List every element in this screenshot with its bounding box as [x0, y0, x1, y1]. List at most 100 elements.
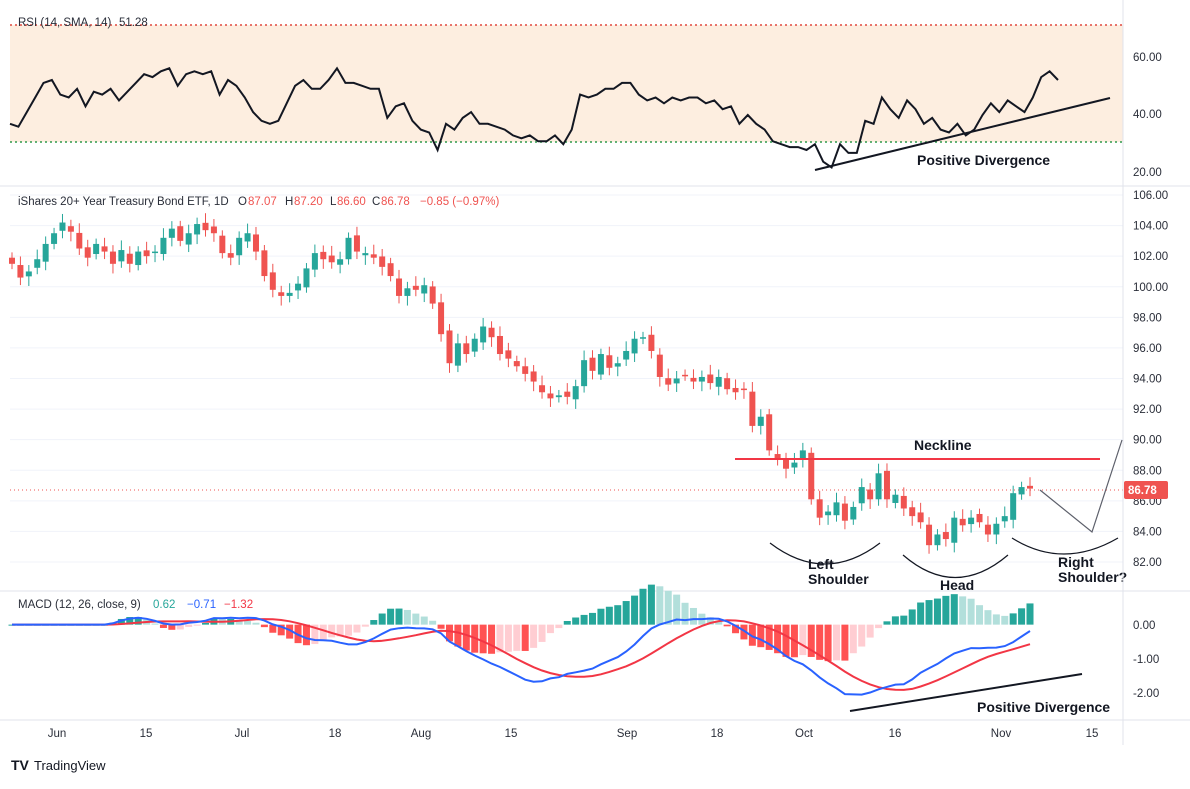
macd-hist-bar: [168, 624, 176, 630]
macd-hist-bar: [715, 620, 723, 625]
price-tick: 100.00: [1133, 282, 1168, 294]
candle-body: [867, 489, 874, 500]
time-tick: 15: [140, 728, 153, 740]
macd-hist-bar: [572, 617, 580, 625]
macd-hist-bar: [925, 600, 933, 625]
macd-hist-bar: [286, 624, 294, 639]
macd-hist-bar: [580, 614, 588, 625]
high-value: 87.20: [294, 196, 323, 208]
macd-hist-bar: [984, 610, 992, 625]
macd-label: MACD (12, 26, close, 9): [18, 599, 141, 611]
price-tick: 84.00: [1133, 526, 1162, 538]
candle-body: [337, 259, 344, 265]
projection-path: [1039, 439, 1123, 534]
macd-hist-bar: [656, 586, 664, 625]
candle-body: [210, 226, 217, 234]
price-tick: 90.00: [1133, 435, 1162, 447]
macd-hist-bar: [1018, 608, 1026, 625]
last-price-tag: [1124, 481, 1168, 499]
candle-body: [673, 378, 680, 384]
macd-hist-bar: [689, 607, 697, 625]
candle-body: [1027, 485, 1033, 489]
price-pane: Neckline Left Shoulder Head Right Should…: [9, 190, 1168, 593]
candle-body: [51, 233, 58, 244]
macd-hist-bar: [429, 620, 437, 625]
candle-body: [152, 251, 159, 254]
price-axis[interactable]: 106.00 104.00 102.00 100.00 98.00 96.00 94.00 9…: [1133, 190, 1168, 569]
macd-tick: -2.00: [1133, 688, 1159, 700]
macd-hist-bar: [933, 598, 941, 625]
macd-hist-bar: [185, 624, 193, 627]
time-tick: 18: [711, 728, 724, 740]
macd-tick: 0.00: [1133, 620, 1155, 632]
candle-body: [295, 283, 302, 291]
high-label: H: [285, 196, 293, 208]
candle-body: [841, 503, 848, 521]
candle-body: [404, 288, 411, 296]
price-tick: 106.00: [1133, 190, 1168, 202]
macd-hist-bar: [917, 602, 925, 625]
macd-hist-bar: [328, 624, 336, 638]
left-shoulder-label-1: Left: [808, 556, 834, 572]
candle-body: [883, 470, 890, 500]
candle-body: [597, 354, 604, 375]
candle-body: [236, 237, 243, 256]
candle-body: [791, 462, 798, 468]
candle-body: [816, 499, 823, 518]
macd-hist-bar: [345, 624, 353, 636]
rsi-pane: Positive Divergence RSI (14, SMA, 14) 51…: [9, 17, 1162, 179]
macd-hist-bar: [639, 588, 647, 625]
macd-hist-bar: [126, 617, 134, 625]
candle-body: [606, 355, 613, 368]
time-tick: Sep: [617, 728, 637, 740]
macd-hist-bar: [445, 624, 453, 642]
candle-body: [808, 452, 815, 500]
candle-body: [471, 338, 478, 352]
macd-hist-bar: [605, 606, 613, 625]
close-label: C: [372, 196, 380, 208]
macd-hist-bar: [900, 615, 908, 625]
macd-hist-bar: [673, 594, 681, 625]
candle-body: [572, 386, 579, 400]
candle-body: [530, 371, 537, 382]
macd-hist-bar: [875, 624, 883, 629]
candle-body: [648, 334, 655, 351]
candle-body: [76, 232, 83, 249]
candle-body: [968, 517, 975, 525]
candle-body: [614, 363, 621, 367]
candle-body: [9, 257, 15, 264]
rsi-tick: 60.00: [1133, 52, 1162, 64]
macd-hist-bar: [202, 622, 210, 625]
macd-hist-bar: [412, 613, 420, 625]
symbol-title: iShares 20+ Year Treasury Bond ETF, 1D: [18, 196, 229, 208]
candle-body: [505, 350, 512, 359]
candle-body: [84, 247, 91, 258]
macd-hist-bar: [1026, 603, 1034, 625]
time-tick: Jul: [235, 728, 250, 740]
candle-body: [362, 253, 369, 256]
candle-body: [951, 517, 958, 543]
candle-body: [93, 243, 100, 255]
time-axis[interactable]: Jun 15 Jul 18 Aug 15 Sep 18 Oct 16 Nov 15: [48, 728, 1099, 740]
candle-body: [303, 268, 310, 288]
macd-hist-bar: [849, 624, 857, 654]
price-tick: 102.00: [1133, 251, 1168, 263]
macd-hist-bar: [488, 624, 496, 654]
close-value: 86.78: [381, 196, 410, 208]
candle-body: [353, 235, 360, 252]
macd-hist-bar: [883, 621, 891, 625]
macd-hist-bar: [706, 617, 714, 625]
change-value: −0.85 (−0.97%): [420, 196, 499, 208]
candle-body: [421, 285, 428, 294]
macd-hist-bar: [252, 622, 260, 625]
candle-body: [429, 286, 436, 304]
candle-body: [639, 337, 646, 339]
macd-hist-bar: [732, 624, 740, 634]
tradingview-logo[interactable]: TV TradingView: [11, 757, 106, 773]
macd-divergence-label: Positive Divergence: [977, 699, 1110, 715]
macd-signal-line: [12, 618, 1031, 691]
macd-hist-bar: [740, 624, 748, 640]
left-shoulder-arc: [769, 542, 881, 565]
candle-body: [1010, 493, 1017, 520]
macd-value-1: 0.62: [153, 599, 175, 611]
